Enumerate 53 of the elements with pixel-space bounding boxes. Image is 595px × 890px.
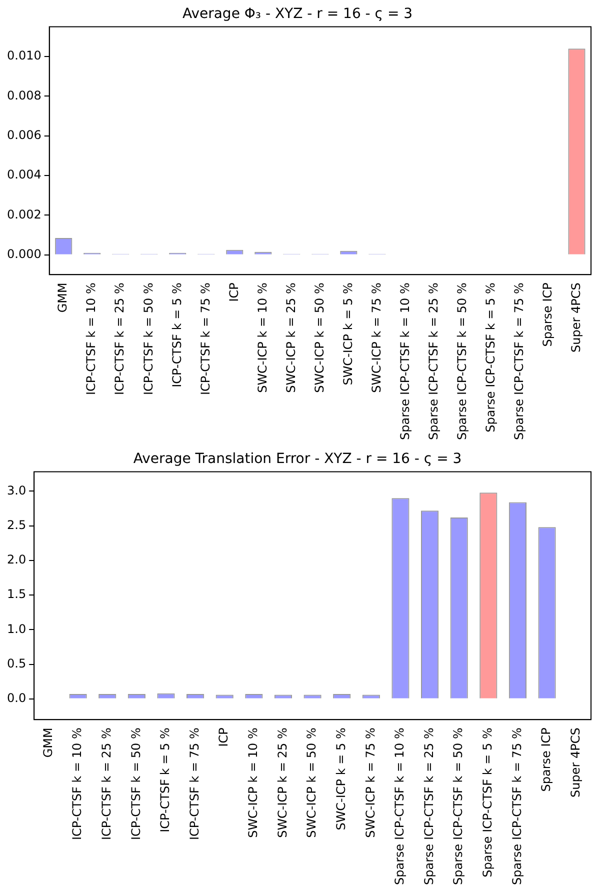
y-tick-label: 0.0 bbox=[6, 691, 26, 705]
x-tick-label: ICP-CTSF k = 5 % bbox=[170, 282, 184, 388]
x-tick-label: Sparse ICP bbox=[539, 728, 554, 792]
x-tick-label: SWC-ICP k = 10 % bbox=[255, 282, 270, 393]
x-tick-label: Sparse ICP-CTSF k = 25 % bbox=[422, 728, 436, 886]
x-tick-label: GMM bbox=[56, 282, 70, 313]
x-tick-label: ICP-CTSF k = 50 % bbox=[128, 728, 143, 840]
x-tick-label: SWC-ICP k = 10 % bbox=[246, 728, 260, 838]
x-tick-label: Sparse ICP bbox=[540, 282, 554, 347]
chart-title: Average Φ₃ - XYZ - r = 16 - ς = 3 bbox=[182, 6, 413, 22]
x-tick-label: Sparse ICP-CTSF k = 75 % bbox=[512, 282, 526, 440]
x-tick-label: Super 4PCS bbox=[568, 282, 583, 352]
x-tick-label: ICP-CTSF k = 5 % bbox=[158, 728, 172, 832]
y-tick-label: 0.010 bbox=[6, 48, 42, 63]
chart-title: Average Translation Error - XYZ - r = 16 - ς = 3 bbox=[133, 451, 462, 468]
y-tick-label: 0.004 bbox=[6, 168, 42, 182]
y-tick-label: 0.006 bbox=[6, 128, 42, 142]
x-tick-label: SWC-ICP k = 25 % bbox=[284, 282, 298, 393]
x-tick-label: ICP-CTSF k = 10 % bbox=[70, 728, 84, 840]
x-tick-label: ICP bbox=[216, 728, 231, 747]
y-tick-label: 2.0 bbox=[6, 552, 26, 567]
x-tick-label: ICP-CTSF k = 50 % bbox=[141, 282, 156, 396]
x-tick-label: Sparse ICP-CTSF k = 5 % bbox=[483, 282, 498, 432]
x-tick-label: Sparse ICP-CTSF k = 50 % bbox=[454, 282, 469, 440]
x-tick-label: SWC-ICP k = 5 % bbox=[334, 728, 348, 830]
x-tick-label: ICP-CTSF k = 25 % bbox=[99, 728, 114, 840]
x-tick-label: SWC-ICP k = 50 % bbox=[304, 728, 319, 838]
x-tick-label: Sparse ICP-CTSF k = 10 % bbox=[398, 282, 412, 440]
x-tick-label: Super 4PCS bbox=[568, 728, 582, 798]
x-tick-label: ICP-CTSF k = 75 % bbox=[187, 728, 202, 840]
y-tick-label: 0.5 bbox=[6, 656, 26, 670]
x-tick-label: ICP bbox=[226, 282, 241, 302]
x-tick-label: Sparse ICP-CTSF k = 5 % bbox=[480, 728, 495, 878]
x-tick-label: ICP-CTSF k = 10 % bbox=[84, 282, 98, 396]
y-tick-label: 2.5 bbox=[6, 518, 26, 532]
x-tick-label: Sparse ICP-CTSF k = 75 % bbox=[510, 728, 524, 886]
y-tick-label: 3.0 bbox=[6, 483, 26, 498]
x-tick-label: SWC-ICP k = 5 % bbox=[340, 282, 355, 386]
y-tick-label: 0.008 bbox=[6, 88, 42, 102]
x-tick-label: SWC-ICP k = 75 % bbox=[369, 282, 384, 393]
x-tick-label: Sparse ICP-CTSF k = 25 % bbox=[426, 282, 440, 440]
y-tick-label: 1.5 bbox=[6, 587, 26, 602]
x-tick-label: SWC-ICP k = 75 % bbox=[363, 728, 378, 838]
y-tick-label: 0.002 bbox=[6, 207, 42, 222]
y-tick-label: 0.000 bbox=[6, 246, 42, 261]
y-tick-label: 1.0 bbox=[6, 622, 26, 636]
x-tick-label: SWC-ICP k = 50 % bbox=[312, 282, 326, 393]
x-tick-label: GMM bbox=[40, 728, 55, 758]
x-tick-label: SWC-ICP k = 25 % bbox=[275, 728, 290, 838]
x-tick-label: Sparse ICP-CTSF k = 10 % bbox=[392, 728, 407, 886]
x-tick-label: ICP-CTSF k = 75 % bbox=[198, 282, 212, 396]
x-tick-label: ICP-CTSF k = 25 % bbox=[112, 282, 127, 396]
x-tick-label: Sparse ICP-CTSF k = 50 % bbox=[451, 728, 466, 886]
